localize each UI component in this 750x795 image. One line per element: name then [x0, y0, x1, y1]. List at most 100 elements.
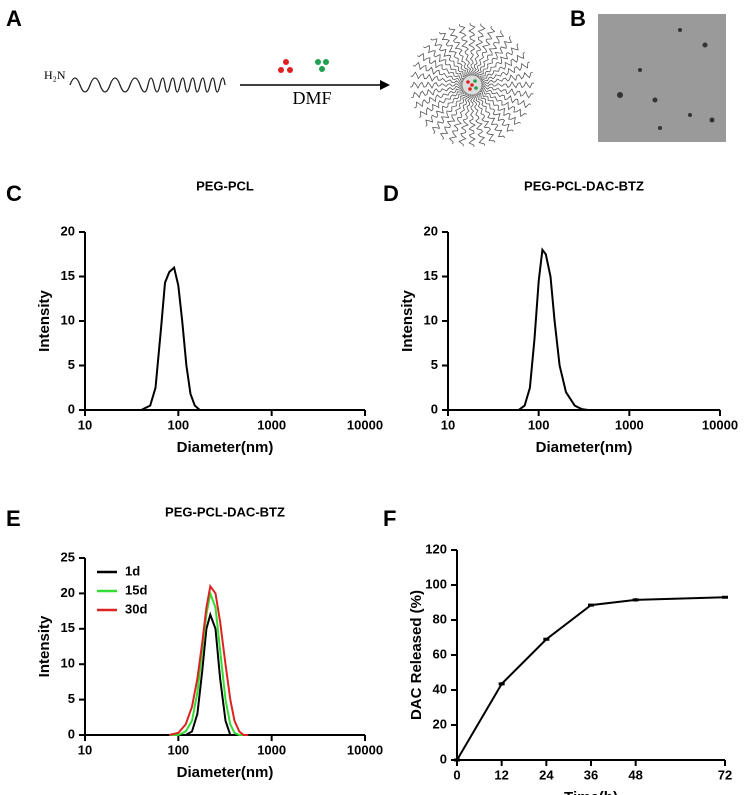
micelle-arm — [411, 85, 463, 99]
micelle-drug — [473, 79, 477, 83]
micelle-arm — [448, 94, 470, 145]
micelle-arm — [481, 81, 535, 89]
x-tick-label: 10 — [78, 742, 92, 757]
micelle — [409, 22, 535, 148]
micelle-arm — [468, 94, 476, 148]
micelle-arm — [478, 36, 513, 78]
micelle-arm — [410, 71, 463, 85]
data-line — [169, 583, 249, 736]
micelle-arm — [425, 90, 465, 127]
x-tick-label: 12 — [494, 767, 508, 782]
micelle-arm — [417, 52, 464, 81]
x-axis-label: Diameter(nm) — [536, 439, 633, 456]
x-tick-label: 100 — [167, 417, 189, 432]
x-axis-label: Time(h) — [564, 789, 618, 795]
legend-label: 1d — [125, 563, 140, 578]
x-axis-label: Diameter(nm) — [177, 764, 274, 781]
y-tick-label: 20 — [61, 223, 75, 238]
legend-label: 15d — [125, 582, 147, 597]
chart-title: PEG-PCL — [196, 178, 254, 193]
data-line — [169, 611, 249, 736]
x-tick-label: 100 — [167, 742, 189, 757]
data-line — [518, 247, 589, 411]
y-axis-label: Intensity — [36, 615, 53, 677]
y-axis-label: Intensity — [36, 290, 53, 352]
y-tick-label: 0 — [68, 401, 75, 416]
data-point — [722, 595, 728, 599]
data-line — [456, 596, 726, 761]
x-tick-label: 24 — [539, 767, 554, 782]
micelle-arm — [476, 30, 505, 77]
amine-label: H₂N — [44, 68, 66, 82]
y-tick-label: 20 — [61, 585, 75, 600]
chart-title: PEG-PCL-DAC-BTZ — [165, 504, 285, 519]
y-tick-label: 10 — [61, 312, 75, 327]
micelle-arm — [468, 22, 476, 76]
x-tick-label: 10 — [78, 417, 92, 432]
y-tick-label: 100 — [425, 576, 447, 591]
x-axis-label: Diameter(nm) — [177, 439, 274, 456]
solvent-label: DMF — [292, 88, 331, 108]
micelle-arm — [458, 24, 472, 76]
legend-label: 30d — [125, 601, 147, 616]
micelle-drug — [474, 86, 478, 90]
micelle-arm — [481, 61, 530, 83]
panel-label: E — [6, 506, 21, 531]
x-tick-label: 10000 — [702, 417, 738, 432]
y-tick-label: 0 — [431, 401, 438, 416]
y-tick-label: 25 — [61, 549, 75, 564]
x-tick-label: 1000 — [257, 417, 286, 432]
y-tick-label: 80 — [433, 611, 447, 626]
micelle-arm — [481, 71, 533, 85]
micelle-arm — [448, 27, 470, 76]
micelle-arm — [430, 38, 467, 78]
x-tick-label: 1000 — [615, 417, 644, 432]
data-point — [632, 598, 639, 602]
micelle-arm — [423, 44, 465, 79]
data-point — [588, 603, 594, 607]
y-tick-label: 60 — [433, 646, 447, 661]
drug-dots — [278, 59, 329, 73]
micelle-arm — [477, 92, 514, 132]
x-tick-label: 1000 — [257, 742, 286, 757]
micelle-arm — [431, 92, 466, 134]
panel-label: C — [6, 181, 22, 206]
panel-label: A — [6, 6, 22, 31]
panel-label: F — [383, 506, 396, 531]
y-tick-label: 20 — [424, 223, 438, 238]
y-axis-label: DAC Released (%) — [408, 590, 425, 720]
x-tick-label: 10 — [441, 417, 455, 432]
micelle-drug — [466, 80, 470, 84]
y-axis-label: Intensity — [399, 290, 416, 352]
micelle-arm — [474, 94, 496, 143]
micelle-arm — [479, 43, 519, 80]
micelle-arm — [438, 32, 468, 77]
x-tick-label: 48 — [628, 767, 642, 782]
micelle-drug — [468, 87, 472, 91]
micelle-drug — [470, 83, 474, 87]
panel-label: D — [383, 181, 399, 206]
micelle-arm — [458, 94, 472, 147]
micelle-arm — [474, 25, 496, 76]
micelle-arm — [480, 51, 525, 81]
micelle-arm — [472, 23, 486, 76]
x-tick-label: 10000 — [347, 417, 383, 432]
micelle-arm — [439, 93, 468, 140]
x-tick-label: 0 — [453, 767, 460, 782]
y-tick-label: 10 — [424, 312, 438, 327]
y-tick-label: 20 — [433, 716, 447, 731]
x-tick-label: 10000 — [347, 742, 383, 757]
y-tick-label: 15 — [61, 268, 75, 283]
data-point — [454, 758, 460, 762]
data-point — [498, 682, 505, 686]
data-line — [140, 265, 201, 411]
x-tick-label: 36 — [584, 767, 598, 782]
tem-image — [598, 14, 726, 142]
panel-label: B — [570, 6, 586, 31]
micelle-arm — [481, 85, 534, 99]
x-tick-label: 100 — [528, 417, 550, 432]
chart-title: PEG-PCL-DAC-BTZ — [524, 178, 644, 193]
data-line — [169, 589, 249, 736]
y-tick-label: 5 — [431, 357, 438, 372]
